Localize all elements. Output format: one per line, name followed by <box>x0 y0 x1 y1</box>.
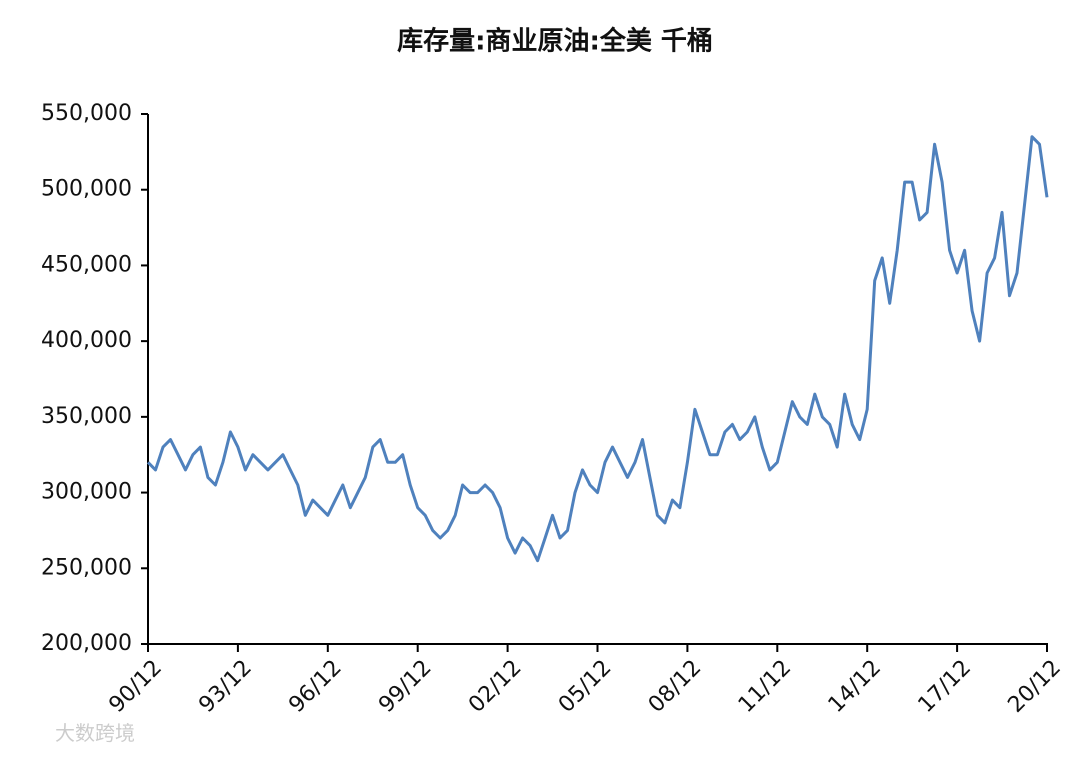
y-tick-label: 400,000 <box>41 328 132 353</box>
x-tick-label: 90/12 <box>104 655 167 718</box>
y-tick-label: 450,000 <box>41 252 132 277</box>
x-tick-label: 93/12 <box>194 655 257 718</box>
chart-title: 库存量:商业原油:全美 千桶 <box>397 26 713 57</box>
x-tick-label: 08/12 <box>644 655 707 718</box>
y-tick-label: 350,000 <box>41 404 132 429</box>
x-tick-label: 20/12 <box>1003 655 1066 718</box>
x-tick-label: 14/12 <box>824 655 887 718</box>
y-tick-label: 300,000 <box>41 480 132 505</box>
x-tick-label: 96/12 <box>284 655 347 718</box>
x-tick-label: 11/12 <box>734 655 797 718</box>
x-tick-label: 05/12 <box>554 655 617 718</box>
y-tick-label: 550,000 <box>41 101 132 126</box>
y-tick-label: 250,000 <box>41 555 132 580</box>
line <box>146 135 1049 563</box>
watermark: 大数跨境 <box>55 721 135 745</box>
y-tick-label: 500,000 <box>41 177 132 202</box>
x-tick-label: 17/12 <box>914 655 977 718</box>
x-tick-label: 02/12 <box>464 655 527 718</box>
y-tick-label: 200,000 <box>41 631 132 656</box>
x-tick-label: 99/12 <box>374 655 437 718</box>
